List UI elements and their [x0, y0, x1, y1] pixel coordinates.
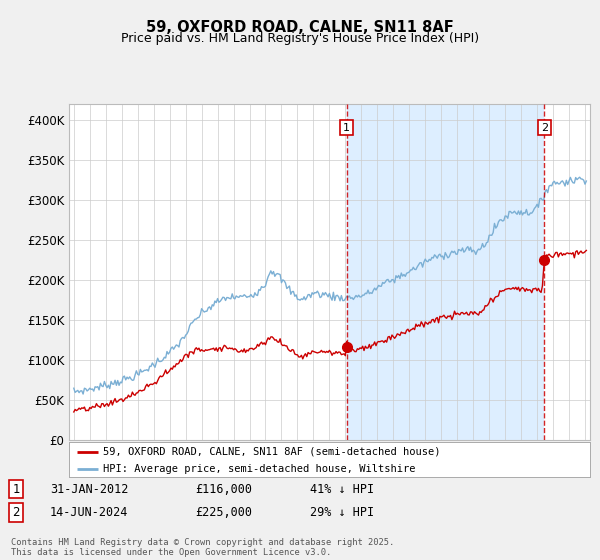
Text: 29% ↓ HPI: 29% ↓ HPI [310, 506, 374, 519]
Text: 31-JAN-2012: 31-JAN-2012 [50, 483, 128, 496]
Text: 59, OXFORD ROAD, CALNE, SN11 8AF (semi-detached house): 59, OXFORD ROAD, CALNE, SN11 8AF (semi-d… [103, 447, 440, 457]
Text: Price paid vs. HM Land Registry's House Price Index (HPI): Price paid vs. HM Land Registry's House … [121, 32, 479, 45]
Text: £116,000: £116,000 [195, 483, 252, 496]
Text: 59, OXFORD ROAD, CALNE, SN11 8AF: 59, OXFORD ROAD, CALNE, SN11 8AF [146, 20, 454, 35]
Text: 14-JUN-2024: 14-JUN-2024 [50, 506, 128, 519]
Text: Contains HM Land Registry data © Crown copyright and database right 2025.
This d: Contains HM Land Registry data © Crown c… [11, 538, 394, 557]
Text: 41% ↓ HPI: 41% ↓ HPI [310, 483, 374, 496]
Text: 1: 1 [343, 123, 350, 133]
Text: HPI: Average price, semi-detached house, Wiltshire: HPI: Average price, semi-detached house,… [103, 464, 415, 474]
Text: 2: 2 [541, 123, 548, 133]
Text: 1: 1 [12, 483, 20, 496]
Text: 2: 2 [12, 506, 20, 519]
Bar [544, 104, 590, 440]
Text: £225,000: £225,000 [195, 506, 252, 519]
Bar [347, 104, 544, 440]
